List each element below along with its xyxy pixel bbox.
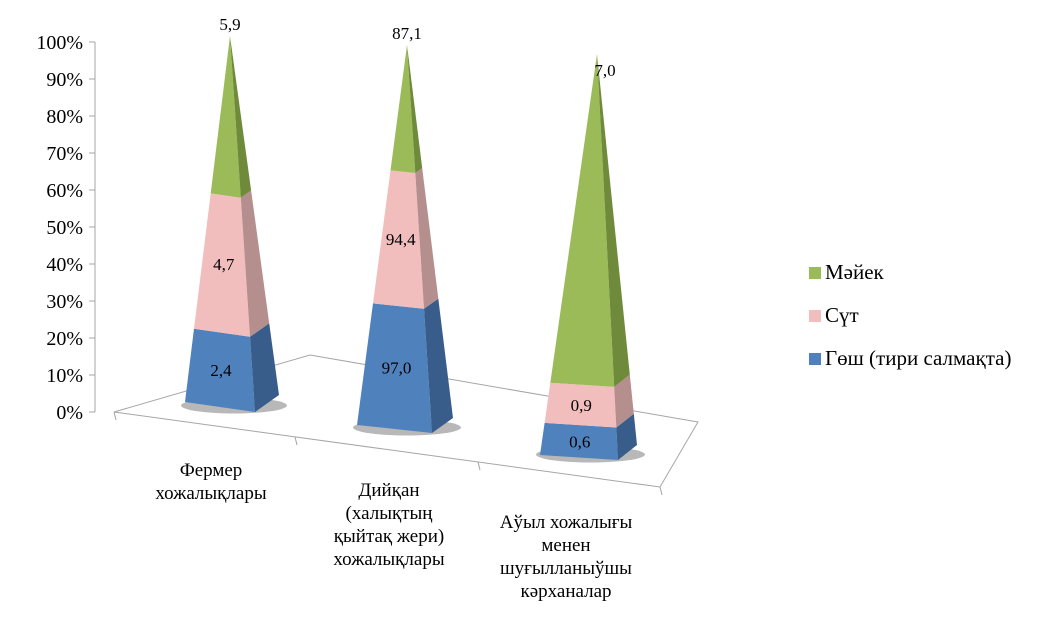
legend-swatch	[809, 310, 821, 322]
pyramid-segment-side	[250, 323, 279, 412]
y-tick-label: 10%	[46, 365, 83, 387]
y-tick-label: 80%	[46, 106, 83, 128]
legend-swatch	[809, 353, 821, 365]
y-tick-label: 100%	[36, 32, 83, 54]
pyramid-segment-front	[550, 54, 615, 387]
pyramid-segment-front	[185, 328, 255, 412]
legend-swatch	[809, 267, 821, 279]
pyramid-segment-front	[544, 382, 617, 428]
pyramid-segment-front	[390, 45, 416, 173]
y-tick-label: 90%	[46, 69, 83, 91]
data-label: 87,1	[392, 24, 422, 43]
pyramid-segment-side	[597, 54, 630, 387]
data-label: 0,9	[571, 396, 592, 415]
legend-label: Сүт	[825, 303, 859, 327]
pyramid-segment-front	[357, 303, 432, 433]
y-tick-label: 40%	[46, 254, 83, 276]
category-label: Дийқан (халықтың қыйтақ жери) хожалықлары	[333, 480, 444, 570]
category-label: Фермер хожалықлары	[155, 460, 266, 504]
data-label: 2,4	[210, 361, 232, 380]
floor-tick	[659, 486, 663, 496]
category-label: Аўыл хожалығы менен шуғылланыўшы кәрханалар	[500, 512, 633, 602]
legend-label: Гөш (тири салмақта)	[825, 346, 1011, 370]
floor-tick	[294, 436, 298, 446]
data-label: 7,0	[594, 61, 615, 80]
legend: Мәйек Сүт Гөш (тири салмақта)	[809, 260, 1011, 370]
pyramid-segment-front	[194, 193, 250, 337]
y-tick-label: 50%	[46, 217, 83, 239]
data-label: 4,7	[213, 255, 235, 274]
y-tick-label: 0%	[56, 402, 83, 424]
pyramid-segment-front	[540, 422, 618, 460]
y-tick-label: 60%	[46, 180, 83, 202]
y-tick-label: 20%	[46, 328, 83, 350]
data-label: 94,4	[386, 230, 416, 249]
x-axis: Фермер хожалықлары Дийқан (халықтың қыйтақ ж…	[155, 460, 632, 602]
pyramid-segment-front	[210, 36, 241, 198]
data-label: 0,6	[569, 432, 590, 451]
pyramid-segment-side	[230, 36, 252, 198]
pyramid-segment-side	[616, 413, 637, 460]
y-tick-label: 70%	[46, 143, 83, 165]
data-label: 97,0	[382, 359, 412, 378]
pyramid-segment-side	[240, 190, 270, 337]
pyramid-segment-side	[415, 168, 439, 309]
floor-tick	[113, 411, 117, 421]
y-tick-label: 30%	[46, 291, 83, 313]
pyramid-segment-side	[407, 45, 423, 173]
data-labels: 2,4 4,7 5,9 97,0 94,4 87,1 0,6 0,9 7,0	[210, 15, 615, 451]
floor-tick	[477, 461, 481, 471]
pyramid-segment-front	[373, 170, 424, 309]
pyramid-segment-side	[614, 374, 634, 428]
pyramids	[181, 36, 645, 463]
legend-label: Мәйек	[825, 260, 885, 284]
y-axis: 0% 10% 20% 30% 40% 50% 60% 70% 80% 90% 100%	[36, 32, 96, 424]
data-label: 5,9	[219, 15, 240, 34]
pyramid-segment-side	[424, 298, 453, 433]
